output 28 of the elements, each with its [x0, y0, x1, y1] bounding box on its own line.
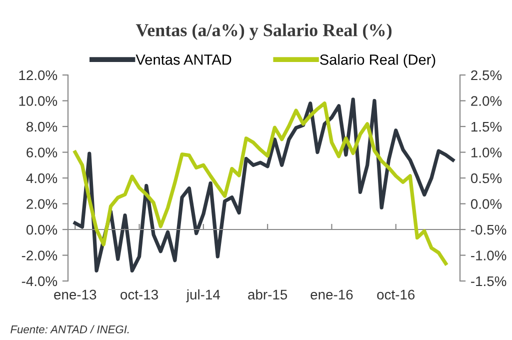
y2-tick-label: 0.5%	[470, 173, 502, 184]
x-tick-label: oct-13	[120, 290, 158, 300]
source-note: Fuente: ANTAD / INEGI.	[10, 325, 129, 334]
x-tick-label: ene-16	[310, 290, 353, 300]
y2-tick-label: 2.0%	[471, 96, 502, 106]
y-tick-label: 8.0%	[26, 122, 58, 132]
y-tick-label: 6.0%	[26, 148, 58, 158]
x-tick-label: jul-14	[186, 289, 220, 302]
y2-tick-label: -1.5%	[471, 276, 506, 286]
y2-tick-label: 1.0%	[471, 148, 502, 158]
y-tick-label: -2.0%	[22, 250, 58, 260]
x-tick-label: ene-13	[54, 290, 96, 300]
x-tick-label: oct-16	[377, 290, 415, 300]
legend-label: Salario Real (Der)	[320, 54, 436, 68]
x-tick-label: abr-15	[248, 289, 288, 300]
y2-tick-label: -0.5%	[471, 224, 506, 235]
chart-title: Ventas (a/a%) y Salario Real (%)	[136, 24, 392, 40]
legend-label: Ventas ANTAD	[136, 54, 232, 65]
y2-tick-label: 1.5%	[471, 122, 502, 132]
y-tick-label: 12.0%	[19, 70, 58, 80]
y-tick-label: 10.0%	[19, 96, 58, 106]
y-tick-label: -4.0%	[22, 276, 58, 286]
y2-tick-label: -1.0%	[471, 250, 506, 260]
y-tick-label: 2.0%	[26, 199, 58, 209]
y-tick-label: 4.0%	[26, 173, 58, 184]
y-tick-label: 0.0%	[26, 224, 58, 235]
y2-tick-label: 2.5%	[471, 70, 502, 80]
y2-tick-label: 0.0%	[470, 199, 502, 209]
